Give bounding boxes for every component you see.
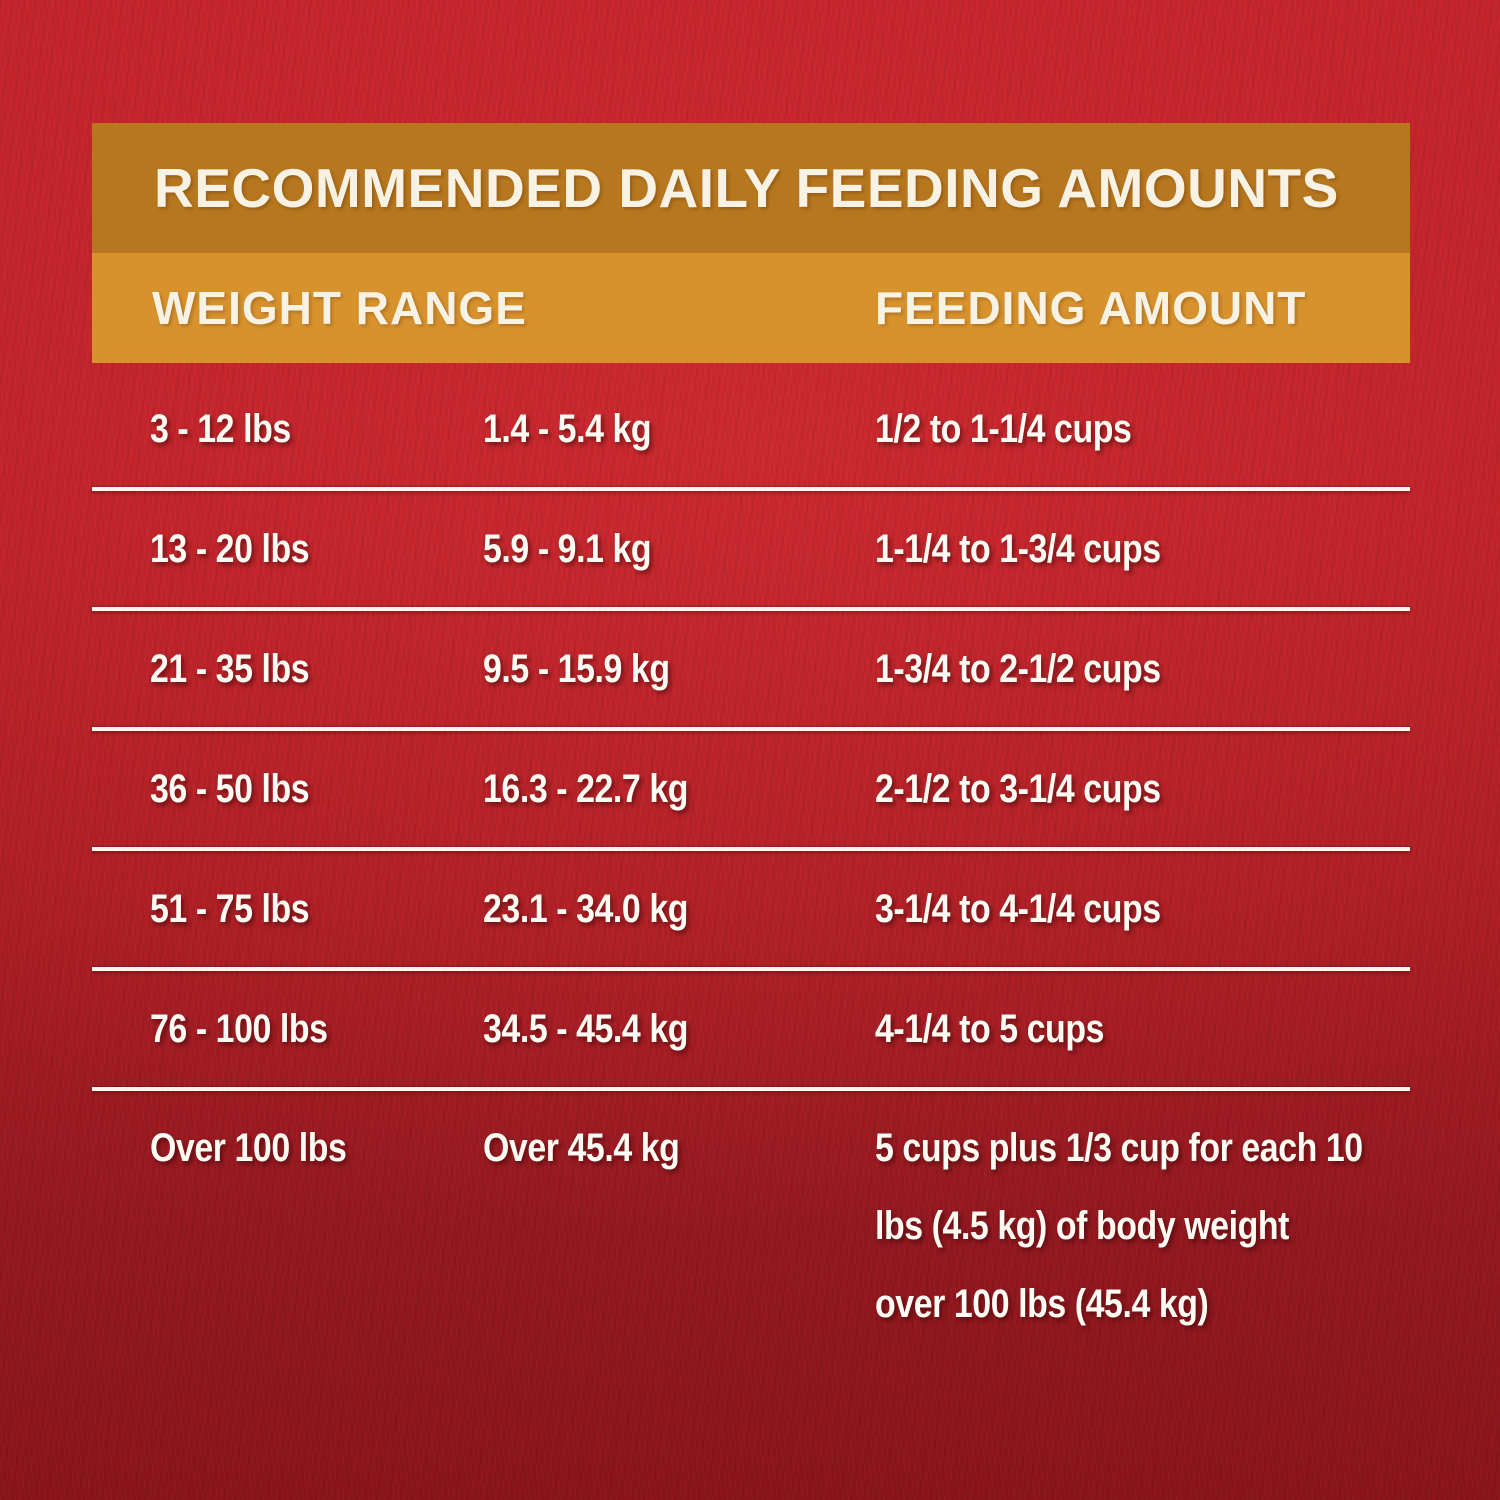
- row-divider: [92, 727, 1410, 731]
- feeding-amount-cell: 5 cups plus 1/3 cup for each 10 lbs (4.5…: [875, 1109, 1451, 1343]
- feeding-table-panel: RECOMMENDED DAILY FEEDING AMOUNTS WEIGHT…: [92, 123, 1410, 363]
- row-divider: [92, 607, 1410, 611]
- table-row: 76 - 100 lbs 34.5 - 45.4 kg 4-1/4 to 5 c…: [92, 971, 1410, 1087]
- table-row: 51 - 75 lbs 23.1 - 34.0 kg 3-1/4 to 4-1/…: [92, 851, 1410, 967]
- feeding-amount-cell: 1-1/4 to 1-3/4 cups: [875, 527, 1161, 571]
- feeding-amount-cell: 2-1/2 to 3-1/4 cups: [875, 767, 1161, 811]
- row-divider: [92, 1087, 1410, 1091]
- table-row: 36 - 50 lbs 16.3 - 22.7 kg 2-1/2 to 3-1/…: [92, 731, 1410, 847]
- column-header-feeding-amount: FEEDING AMOUNT: [875, 282, 1307, 334]
- weight-kg-cell: 23.1 - 34.0 kg: [483, 887, 689, 931]
- table-row: Over 100 lbs Over 45.4 kg 5 cups plus 1/…: [92, 1091, 1410, 1371]
- weight-lbs-cell: 3 - 12 lbs: [150, 407, 291, 451]
- weight-kg-cell: 9.5 - 15.9 kg: [483, 647, 670, 691]
- row-divider: [92, 487, 1410, 491]
- weight-lbs-cell: 76 - 100 lbs: [150, 1007, 328, 1051]
- table-row: 21 - 35 lbs 9.5 - 15.9 kg 1-3/4 to 2-1/2…: [92, 611, 1410, 727]
- column-header-weight-range: WEIGHT RANGE: [152, 282, 527, 334]
- column-header-bar: WEIGHT RANGE FEEDING AMOUNT: [92, 253, 1410, 363]
- table-row: 13 - 20 lbs 5.9 - 9.1 kg 1-1/4 to 1-3/4 …: [92, 491, 1410, 607]
- feeding-amount-line: lbs (4.5 kg) of body weight: [875, 1204, 1289, 1248]
- table-title: RECOMMENDED DAILY FEEDING AMOUNTS: [154, 157, 1339, 219]
- weight-kg-cell: 34.5 - 45.4 kg: [483, 1007, 689, 1051]
- feeding-amount-line: over 100 lbs (45.4 kg): [875, 1282, 1209, 1326]
- weight-lbs-cell: 13 - 20 lbs: [150, 527, 310, 571]
- row-divider: [92, 847, 1410, 851]
- feeding-table-body: 3 - 12 lbs 1.4 - 5.4 kg 1/2 to 1-1/4 cup…: [92, 371, 1410, 1371]
- feeding-amount-cell: 1/2 to 1-1/4 cups: [875, 407, 1132, 451]
- weight-kg-cell: 16.3 - 22.7 kg: [483, 767, 689, 811]
- table-title-bar: RECOMMENDED DAILY FEEDING AMOUNTS: [92, 123, 1410, 253]
- weight-lbs-cell: 51 - 75 lbs: [150, 887, 310, 931]
- weight-lbs-cell: Over 100 lbs: [150, 1126, 347, 1170]
- feeding-amount-cell: 3-1/4 to 4-1/4 cups: [875, 887, 1161, 931]
- table-row: 3 - 12 lbs 1.4 - 5.4 kg 1/2 to 1-1/4 cup…: [92, 371, 1410, 487]
- weight-kg-cell: Over 45.4 kg: [483, 1126, 680, 1170]
- feeding-amount-line: 5 cups plus 1/3 cup for each 10: [875, 1126, 1363, 1170]
- row-divider: [92, 967, 1410, 971]
- feeding-amount-cell: 1-3/4 to 2-1/2 cups: [875, 647, 1161, 691]
- weight-lbs-cell: 21 - 35 lbs: [150, 647, 310, 691]
- weight-kg-cell: 5.9 - 9.1 kg: [483, 527, 652, 571]
- weight-lbs-cell: 36 - 50 lbs: [150, 767, 310, 811]
- weight-kg-cell: 1.4 - 5.4 kg: [483, 407, 652, 451]
- feeding-amount-cell: 4-1/4 to 5 cups: [875, 1007, 1105, 1051]
